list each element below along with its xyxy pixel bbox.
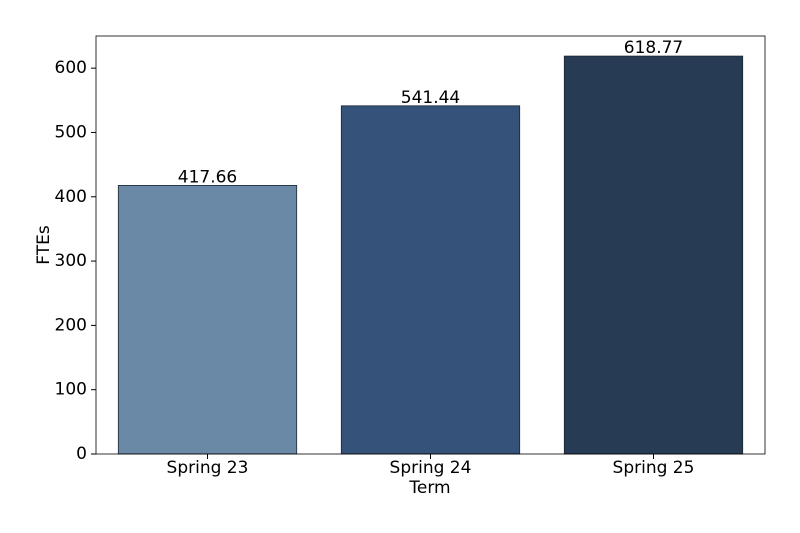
y-tick-label: 300 xyxy=(55,251,87,271)
y-axis-label: FTEs xyxy=(34,225,54,265)
y-tick-label: 400 xyxy=(55,187,87,207)
x-tick-label: Spring 23 xyxy=(167,458,249,478)
y-tick-label: 200 xyxy=(55,315,87,335)
value-label: 618.77 xyxy=(624,38,683,58)
plot-frame xyxy=(95,35,766,455)
y-tick-label: 500 xyxy=(55,122,87,142)
value-label: 541.44 xyxy=(401,88,460,108)
y-tick-label: 600 xyxy=(55,58,87,78)
value-label: 417.66 xyxy=(178,167,237,187)
y-tick-label: 0 xyxy=(76,444,87,464)
x-axis-label: Term xyxy=(408,478,450,498)
x-tick-label: Spring 25 xyxy=(613,458,695,478)
bar xyxy=(117,185,298,455)
y-tick-label: 100 xyxy=(55,380,87,400)
x-tick-label: Spring 24 xyxy=(390,458,472,478)
bar xyxy=(563,55,744,455)
bar xyxy=(340,105,521,455)
